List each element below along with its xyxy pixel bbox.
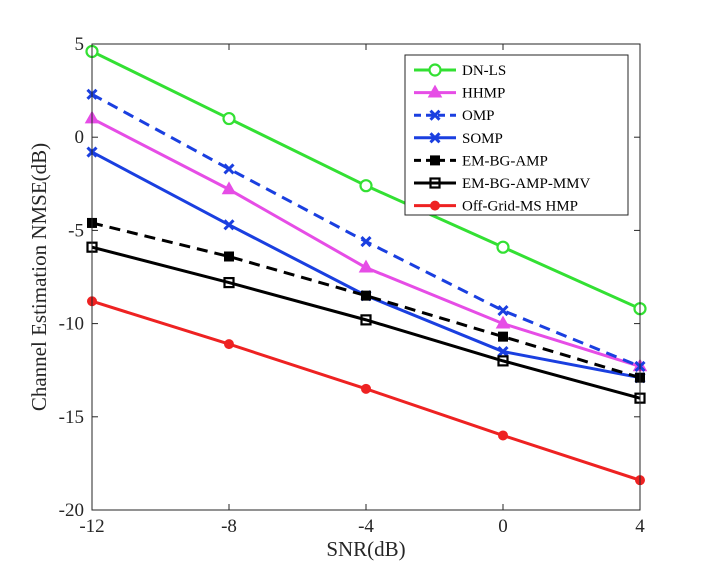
data-point-em-bg-amp-mmv bbox=[497, 355, 509, 367]
data-point-dn-ls bbox=[222, 111, 236, 126]
legend-label-omp: OMP bbox=[462, 108, 495, 124]
x-axis-title: SNR(dB) bbox=[326, 537, 405, 561]
legend-label-em-bg-amp-mmv: EM-BG-AMP-MMV bbox=[462, 176, 591, 192]
legend-entry-em-bg-amp-mmv: EM-BG-AMP-MMV bbox=[414, 176, 591, 192]
x-tick-label: 4 bbox=[635, 516, 645, 537]
legend-entry-em-bg-amp: EM-BG-AMP bbox=[414, 153, 548, 169]
legend-entry-somp: SOMP bbox=[414, 131, 503, 147]
data-point-omp bbox=[223, 163, 235, 175]
legend-marker-omp bbox=[429, 109, 441, 121]
legend-label-hhmp: HHMP bbox=[462, 86, 505, 102]
y-tick-label: -15 bbox=[59, 407, 84, 428]
data-point-hhmp bbox=[495, 315, 511, 329]
legend-entry-omp: OMP bbox=[414, 108, 495, 124]
legend-marker-em-bg-amp-mmv bbox=[429, 177, 441, 189]
legend-label-off-grid-ms-hmp: Off-Grid-MS HMP bbox=[462, 199, 578, 215]
data-point-em-bg-amp-mmv bbox=[360, 314, 372, 326]
data-point-em-bg-amp-mmv bbox=[223, 276, 235, 289]
data-point-off-grid-ms-hmp bbox=[498, 430, 508, 441]
x-tick-label: -8 bbox=[221, 516, 237, 537]
data-point-omp bbox=[360, 236, 372, 248]
x-tick-label: 0 bbox=[498, 516, 508, 537]
data-point-omp bbox=[497, 304, 509, 317]
y-tick-label: -10 bbox=[59, 314, 84, 335]
legend-marker-off-grid-ms-hmp bbox=[430, 200, 440, 211]
data-point-em-bg-amp bbox=[498, 331, 508, 342]
data-point-dn-ls bbox=[359, 179, 373, 193]
legend-marker-em-bg-amp bbox=[430, 155, 440, 166]
tick-layer: -12 -8 -4 0 4 5 0 -5 -10 -15 -20 bbox=[59, 34, 646, 537]
legend-entry-hhmp: HHMP bbox=[414, 84, 505, 102]
legend-label-em-bg-amp: EM-BG-AMP bbox=[462, 153, 548, 169]
data-point-em-bg-amp bbox=[361, 290, 371, 301]
data-point-hhmp bbox=[358, 259, 374, 273]
legend-label-dn-ls: DN-LS bbox=[462, 63, 506, 79]
series-layer bbox=[84, 44, 648, 486]
series-line-em-bg-amp bbox=[91, 221, 641, 380]
legend-label-somp: SOMP bbox=[462, 131, 503, 147]
data-point-dn-ls bbox=[496, 240, 510, 254]
data-point-hhmp bbox=[221, 181, 237, 195]
data-point-em-bg-amp bbox=[224, 251, 234, 262]
series-dn-ls bbox=[85, 44, 647, 316]
data-point-off-grid-ms-hmp bbox=[224, 339, 234, 350]
data-point-off-grid-ms-hmp bbox=[361, 383, 371, 394]
legend-marker-somp bbox=[429, 132, 441, 144]
legend-marker-dn-ls bbox=[428, 63, 442, 77]
legend-entry-off-grid-ms-hmp: Off-Grid-MS HMP bbox=[414, 199, 578, 215]
legend-box bbox=[404, 54, 629, 216]
legend-marker-hhmp bbox=[427, 84, 443, 98]
data-point-somp bbox=[497, 345, 509, 358]
legend: DN-LS HHMP OMP SOMP EM-BG-AMP EM-BG-AMP-MMV Of… bbox=[404, 54, 629, 216]
y-axis-title: Channel Estimation NMSE(dB) bbox=[27, 143, 51, 411]
y-tick-label: -5 bbox=[68, 220, 84, 241]
y-tick-label: 5 bbox=[75, 34, 85, 55]
y-tick-label: -20 bbox=[59, 500, 84, 521]
x-tick-label: -12 bbox=[79, 516, 104, 537]
x-tick-label: -4 bbox=[358, 516, 374, 537]
series-line-em-bg-amp-mmv bbox=[91, 245, 641, 400]
y-tick-label: 0 bbox=[75, 127, 85, 148]
legend-entry-dn-ls: DN-LS bbox=[414, 63, 506, 79]
data-point-somp bbox=[223, 219, 235, 231]
